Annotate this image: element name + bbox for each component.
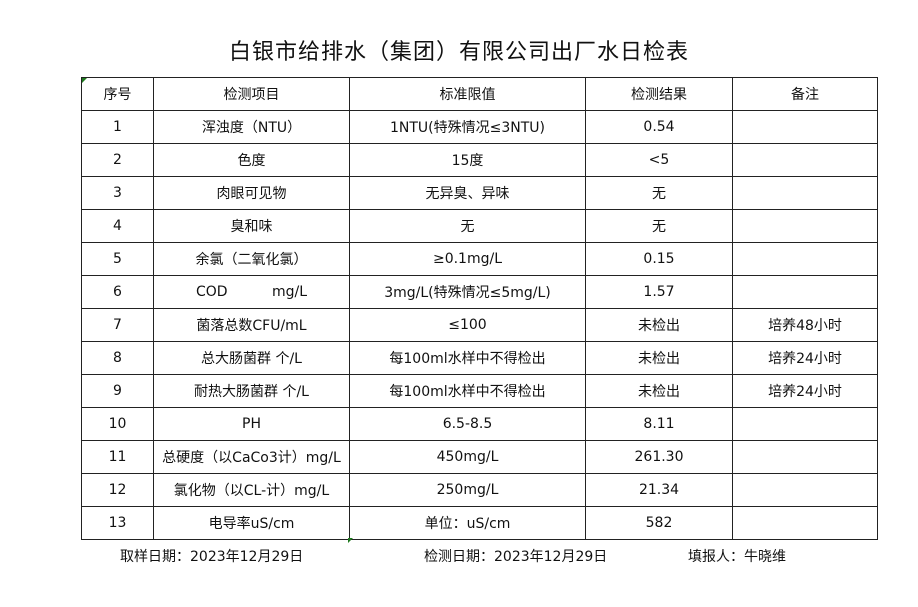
cell-standard[interactable]: 每100ml水样中不得检出 bbox=[349, 341, 586, 375]
cell-item[interactable]: PH bbox=[153, 407, 350, 441]
cell-standard[interactable]: 每100ml水样中不得检出 bbox=[349, 374, 586, 408]
cell-standard[interactable]: 1NTU(特殊情况≤3NTU) bbox=[349, 110, 586, 144]
cell-result[interactable]: 0.54 bbox=[585, 110, 733, 144]
table-row: 13 电导率uS/cm 单位：uS/cm 582 bbox=[81, 506, 878, 540]
cell-note[interactable]: 培养24小时 bbox=[732, 341, 878, 375]
cell-standard[interactable]: 450mg/L bbox=[349, 440, 586, 474]
sampling-date: 取样日期：2023年12月29日 bbox=[120, 549, 304, 565]
table-row: 1 浑浊度（NTU） 1NTU(特殊情况≤3NTU) 0.54 bbox=[81, 110, 878, 144]
cell-note[interactable]: 培养24小时 bbox=[732, 374, 878, 408]
reporter: 填报人：牛晓维 bbox=[688, 549, 786, 565]
cell-result[interactable]: <5 bbox=[585, 143, 733, 177]
cell-item[interactable]: 总硬度（以CaCo3计）mg/L bbox=[153, 440, 350, 474]
test-date: 检测日期：2023年12月29日 bbox=[424, 549, 608, 565]
cell-index[interactable]: 7 bbox=[81, 308, 154, 342]
table-row: 11 总硬度（以CaCo3计）mg/L 450mg/L 261.30 bbox=[81, 440, 878, 474]
cell-standard[interactable]: ≤100 bbox=[349, 308, 586, 342]
cell-index[interactable]: 12 bbox=[81, 473, 154, 507]
cell-note[interactable] bbox=[732, 440, 878, 474]
table-row: 6 COD mg/L 3mg/L(特殊情况≤5mg/L) 1.57 bbox=[81, 275, 878, 309]
table-header-row: 序号 检测项目 标准限值 检测结果 备注 bbox=[81, 77, 878, 111]
cell-item[interactable]: COD mg/L bbox=[153, 275, 350, 309]
cell-item[interactable]: 浑浊度（NTU） bbox=[153, 110, 350, 144]
table-row: 12 氯化物（以CL-计）mg/L 250mg/L 21.34 bbox=[81, 473, 878, 507]
cell-note[interactable] bbox=[732, 473, 878, 507]
cell-result[interactable]: 无 bbox=[585, 176, 733, 210]
cell-index[interactable]: 1 bbox=[81, 110, 154, 144]
cell-note[interactable] bbox=[732, 209, 878, 243]
cell-index[interactable]: 3 bbox=[81, 176, 154, 210]
header-cell[interactable]: 检测结果 bbox=[585, 77, 733, 111]
cell-index[interactable]: 11 bbox=[81, 440, 154, 474]
cell-item[interactable]: 臭和味 bbox=[153, 209, 350, 243]
cell-note[interactable] bbox=[732, 176, 878, 210]
cell-result[interactable]: 8.11 bbox=[585, 407, 733, 441]
table-row: 3 肉眼可见物 无异臭、异味无 bbox=[81, 176, 878, 210]
cell-result[interactable]: 261.30 bbox=[585, 440, 733, 474]
cell-standard[interactable]: 无 bbox=[349, 209, 586, 243]
water-test-table: 序号 检测项目 标准限值 检测结果 备注 1 浑浊度（NTU） 1NTU(特殊情况≤… bbox=[81, 77, 878, 540]
cell-item[interactable]: 耐热大肠菌群 个/L bbox=[153, 374, 350, 408]
cell-result[interactable]: 未检出 bbox=[585, 341, 733, 375]
table-row: 9 耐热大肠菌群 个/L 每100ml水样中不得检出 未检出 培养24小时 bbox=[81, 374, 878, 408]
cell-note[interactable] bbox=[732, 143, 878, 177]
cell-result[interactable]: 未检出 bbox=[585, 308, 733, 342]
cell-result[interactable]: 1.57 bbox=[585, 275, 733, 309]
cell-result[interactable]: 未检出 bbox=[585, 374, 733, 408]
table-row: 7 菌落总数CFU/mL ≤100 未检出 培养48小时 bbox=[81, 308, 878, 342]
cell-item[interactable]: 菌落总数CFU/mL bbox=[153, 308, 350, 342]
cell-index[interactable]: 5 bbox=[81, 242, 154, 276]
cell-standard[interactable]: 单位：uS/cm bbox=[349, 506, 586, 540]
cell-item[interactable]: 色度 bbox=[153, 143, 350, 177]
cell-result[interactable]: 582 bbox=[585, 506, 733, 540]
cell-index[interactable]: 8 bbox=[81, 341, 154, 375]
table-row: 2 色度 15度 <5 bbox=[81, 143, 878, 177]
page-title: 白银市给排水（集团）有限公司出厂水日检表 bbox=[228, 40, 689, 65]
cell-item[interactable]: 电导率uS/cm bbox=[153, 506, 350, 540]
table-row: 5 余氯（二氧化氯） ≥0.1mg/L 0.15 bbox=[81, 242, 878, 276]
table-row: 8 总大肠菌群 个/L 每100ml水样中不得检出 未检出 培养24小时 bbox=[81, 341, 878, 375]
cell-index[interactable]: 13 bbox=[81, 506, 154, 540]
cell-item[interactable]: 氯化物（以CL-计）mg/L bbox=[153, 473, 350, 507]
header-cell[interactable]: 标准限值 bbox=[349, 77, 586, 111]
cell-standard[interactable]: 无异臭、异味 bbox=[349, 176, 586, 210]
cell-standard[interactable]: 3mg/L(特殊情况≤5mg/L) bbox=[349, 275, 586, 309]
cell-note[interactable] bbox=[732, 407, 878, 441]
cell-result[interactable]: 21.34 bbox=[585, 473, 733, 507]
cell-standard[interactable]: 6.5-8.5 bbox=[349, 407, 586, 441]
cell-item[interactable]: 总大肠菌群 个/L bbox=[153, 341, 350, 375]
cell-note[interactable] bbox=[732, 110, 878, 144]
cell-index[interactable]: 10 bbox=[81, 407, 154, 441]
cell-note[interactable] bbox=[732, 506, 878, 540]
cell-index[interactable]: 9 bbox=[81, 374, 154, 408]
cell-marker bbox=[348, 538, 353, 543]
cell-index[interactable]: 4 bbox=[81, 209, 154, 243]
cell-note[interactable] bbox=[732, 242, 878, 276]
cell-index[interactable]: 2 bbox=[81, 143, 154, 177]
cell-note[interactable]: 培养48小时 bbox=[732, 308, 878, 342]
cell-result[interactable]: 0.15 bbox=[585, 242, 733, 276]
header-cell[interactable]: 检测项目 bbox=[153, 77, 350, 111]
cell-item[interactable]: 肉眼可见物 bbox=[153, 176, 350, 210]
header-cell[interactable]: 序号 bbox=[81, 77, 154, 111]
cell-standard[interactable]: ≥0.1mg/L bbox=[349, 242, 586, 276]
cell-standard[interactable]: 15度 bbox=[349, 143, 586, 177]
cell-note[interactable] bbox=[732, 275, 878, 309]
cell-standard[interactable]: 250mg/L bbox=[349, 473, 586, 507]
cell-result[interactable]: 无 bbox=[585, 209, 733, 243]
cell-index[interactable]: 6 bbox=[81, 275, 154, 309]
header-cell[interactable]: 备注 bbox=[732, 77, 878, 111]
table-row: 4 臭和味无无 bbox=[81, 209, 878, 243]
cell-item[interactable]: 余氯（二氧化氯） bbox=[153, 242, 350, 276]
table-row: 10 PH 6.5-8.5 8.11 bbox=[81, 407, 878, 441]
